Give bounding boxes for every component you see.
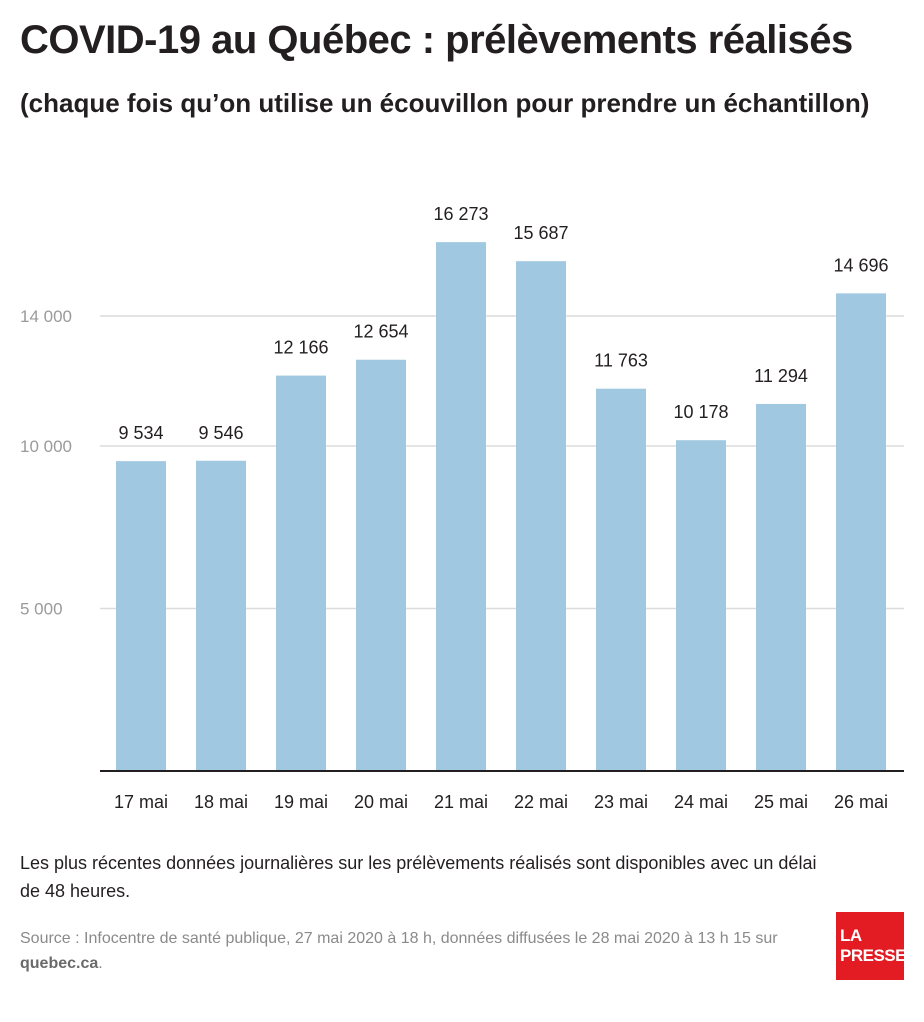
- bar: [596, 388, 646, 771]
- y-tick-label: 10 000: [20, 437, 72, 456]
- x-tick-label: 23 mai: [594, 792, 648, 812]
- x-tick-label: 25 mai: [754, 792, 808, 812]
- bar: [836, 293, 886, 771]
- x-tick-label: 18 mai: [194, 792, 248, 812]
- x-tick-label: 24 mai: [674, 792, 728, 812]
- x-tick-label: 22 mai: [514, 792, 568, 812]
- la-presse-logo: LA PRESSE: [836, 912, 906, 980]
- bar-value-label: 12 654: [353, 322, 408, 342]
- x-tick-label: 21 mai: [434, 792, 488, 812]
- x-tick-label: 20 mai: [354, 792, 408, 812]
- bar-value-label: 9 534: [118, 423, 163, 443]
- bar-value-label: 9 546: [198, 423, 243, 443]
- source-note: Source : Infocentre de santé publique, 2…: [20, 926, 800, 976]
- x-tick-label: 19 mai: [274, 792, 328, 812]
- bar-value-label: 11 294: [754, 366, 808, 386]
- bar: [436, 242, 486, 771]
- logo-line-1: LA: [840, 926, 862, 945]
- chart-note: Les plus récentes données journalières s…: [20, 853, 817, 901]
- bar: [276, 375, 326, 771]
- bar-value-label: 11 763: [594, 351, 648, 371]
- bar-value-label: 10 178: [673, 402, 728, 422]
- bar: [676, 440, 726, 771]
- source-end: .: [98, 955, 103, 972]
- bar-value-label: 16 273: [433, 204, 488, 224]
- bar: [516, 261, 566, 771]
- bar: [756, 403, 806, 771]
- bar: [356, 359, 406, 771]
- logo-line-2: PRESSE: [840, 946, 906, 965]
- x-tick-label: 26 mai: [834, 792, 888, 812]
- y-tick-label: 5 000: [20, 600, 63, 619]
- bar-value-label: 14 696: [833, 255, 888, 275]
- bar-value-label: 12 166: [273, 338, 328, 358]
- source-text: Source : Infocentre de santé publique, 2…: [20, 930, 778, 947]
- bar-value-label: 15 687: [513, 223, 568, 243]
- y-tick-label: 14 000: [20, 307, 72, 326]
- bar: [196, 460, 246, 771]
- x-tick-label: 17 mai: [114, 792, 168, 812]
- bar-chart: 5 000 10 000 14 000 9 534 17 mai 9 546 18 mai 1…: [20, 204, 904, 812]
- chart-title: COVID-19 au Québec : prélèvements réalis…: [20, 18, 853, 62]
- bar: [116, 461, 166, 771]
- source-link: quebec.ca: [20, 955, 99, 972]
- chart-subtitle: (chaque fois qu’on utilise un écouvillon…: [20, 88, 870, 118]
